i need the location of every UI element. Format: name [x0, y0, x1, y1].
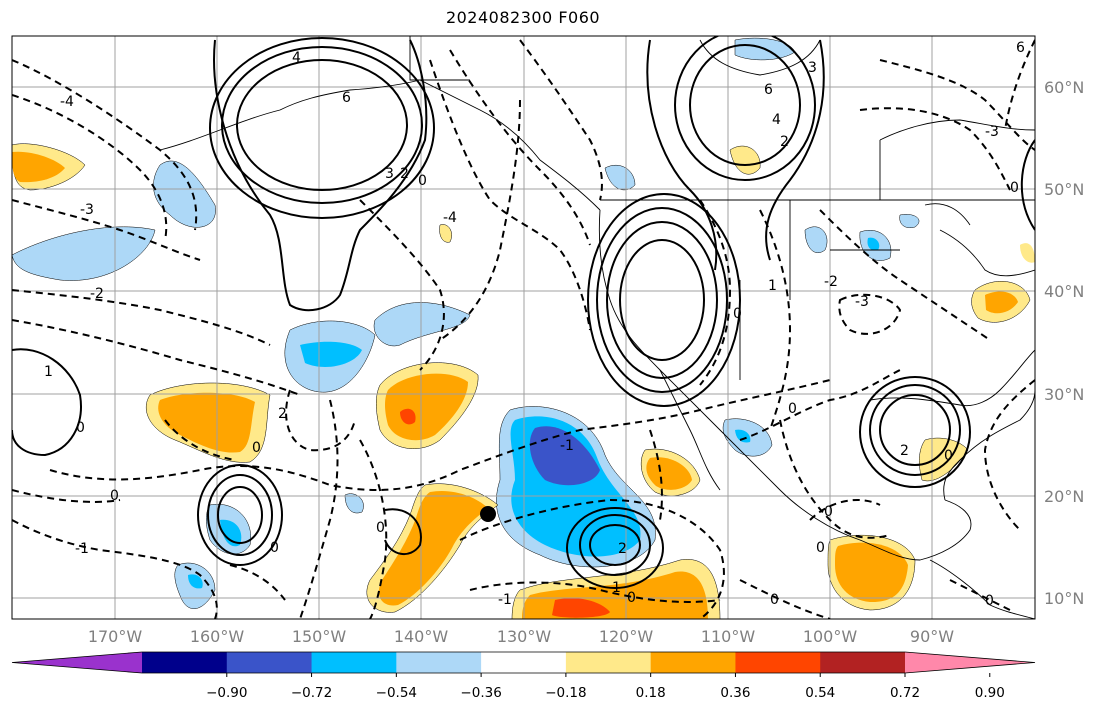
contour-label: 3 [808, 60, 817, 76]
colorbar-tick-label: −0.54 [376, 685, 417, 701]
colorbar-segment [142, 652, 228, 673]
colorbar-tick-label: −0.36 [460, 685, 501, 701]
contour-label: -1 [560, 438, 574, 454]
colorbar-segment [650, 652, 736, 673]
solid-contours [12, 36, 1035, 589]
colorbar-tick-label: 0.90 [975, 685, 1005, 701]
contour-label: 6 [764, 82, 773, 98]
longitude-labels: 170°W 160°W 150°W 140°W 130°W 120°W 110°… [88, 627, 954, 646]
latitude-labels: 60°N 50°N 40°N 30°N 20°N 10°N [1044, 78, 1084, 608]
contour-label: 0 [627, 590, 636, 606]
colorbar-tick-label: −0.18 [545, 685, 586, 701]
contour-label: 0 [733, 306, 742, 322]
contour-label: 2 [278, 406, 287, 422]
contour-label: 2 [780, 134, 789, 150]
colorbar-segment [226, 652, 313, 673]
shaded-anomalies [12, 37, 1035, 619]
lat-label: 50°N [1044, 180, 1084, 199]
contour-label: 0 [76, 420, 85, 436]
dashed-contours [12, 39, 1035, 619]
colorbar-tick-label: 0.18 [636, 685, 666, 701]
lon-label: 140°W [394, 627, 449, 646]
storm-center-marker [480, 506, 496, 522]
colorbar-tick-label: 0.36 [720, 685, 750, 701]
colorbar-tick-label: −0.90 [206, 685, 247, 701]
colorbar-outline [11, 651, 1036, 674]
lon-label: 170°W [88, 627, 143, 646]
contour-label: 1 [44, 364, 53, 380]
lon-label: 90°W [910, 627, 954, 646]
colorbar-segment [311, 652, 397, 673]
contour-label: -4 [443, 210, 457, 226]
contour-label: 0 [418, 173, 427, 189]
contour-label: 0 [252, 440, 261, 456]
colorbar-segment [735, 652, 821, 673]
colorbar-segment [396, 652, 482, 673]
contour-label: -1 [607, 580, 621, 596]
lon-label: 110°W [701, 627, 756, 646]
colorbar-segment [820, 652, 906, 673]
contour-label: 3 [385, 166, 394, 182]
contour-label: 0 [816, 540, 825, 556]
contour-label: 6 [342, 90, 351, 106]
colorbar [11, 651, 1036, 674]
lat-label: 40°N [1044, 282, 1084, 301]
colorbar-segment [565, 652, 652, 673]
colorbar-ticks: −0.90 −0.72 −0.54 −0.36 −0.18 0.18 0.36 0.54 0.7… [206, 673, 1005, 701]
contour-label: 4 [772, 112, 781, 128]
contour-labels: 4 6 3 2 0 -4 -3 -2 -4 1 0 0 -1 2 0 0 0 -… [44, 40, 1025, 609]
contour-label: 0 [788, 401, 797, 417]
contour-label: -1 [498, 592, 512, 608]
lon-label: 150°W [292, 627, 347, 646]
colorbar-tick-label: 0.72 [890, 685, 920, 701]
colorbar-tick-label: 0.54 [805, 685, 835, 701]
lon-label: 160°W [190, 627, 245, 646]
contour-label: 0 [944, 448, 953, 464]
contour-label: 0 [770, 592, 779, 608]
contour-label: 4 [292, 50, 301, 66]
contour-label: 6 [1016, 40, 1025, 56]
colorbar-segment [481, 652, 567, 673]
map-frame [11, 35, 1036, 620]
lat-label: 20°N [1044, 487, 1084, 506]
contour-label: 0 [376, 520, 385, 536]
colorbar-extend-high [905, 652, 1035, 673]
contour-label: 2 [618, 541, 627, 557]
contour-label: 2 [400, 166, 409, 182]
contour-label: -4 [60, 94, 74, 110]
lat-label: 30°N [1044, 385, 1084, 404]
contour-label: 0 [985, 593, 994, 609]
contour-label: 1 [768, 278, 777, 294]
colorbar-extend-low [12, 652, 142, 673]
contour-label: 0 [1010, 180, 1019, 196]
contour-label: -2 [824, 274, 838, 290]
contour-label: -3 [855, 294, 869, 310]
lon-label: 120°W [599, 627, 654, 646]
contour-label: 0 [270, 540, 279, 556]
lat-label: 60°N [1044, 78, 1084, 97]
lon-label: 100°W [803, 627, 858, 646]
contour-label: -3 [80, 202, 94, 218]
lat-label: 10°N [1044, 589, 1084, 608]
colorbar-tick-label: −0.72 [291, 685, 332, 701]
contour-label: 0 [824, 504, 833, 520]
contour-label: -3 [985, 124, 999, 140]
contour-label: -1 [75, 541, 89, 557]
contour-label: 0 [110, 488, 119, 504]
contour-label: 2 [900, 443, 909, 459]
contour-label: -2 [90, 286, 104, 302]
lon-label: 130°W [497, 627, 552, 646]
graticule [12, 36, 1035, 619]
map-title: 2024082300 F060 [445, 8, 601, 27]
